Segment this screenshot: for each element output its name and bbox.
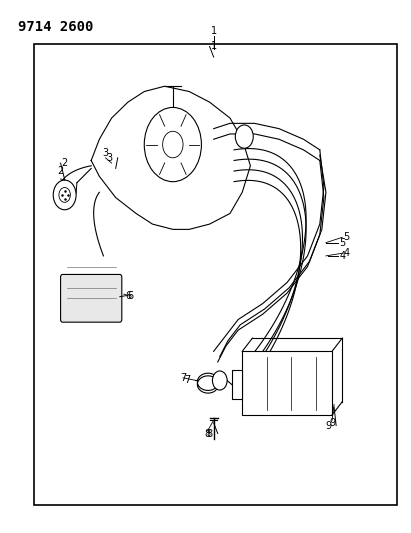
Circle shape	[212, 371, 227, 390]
Bar	[232, 370, 242, 399]
Text: 3: 3	[102, 148, 109, 158]
Text: 9714 2600: 9714 2600	[18, 20, 93, 34]
Circle shape	[144, 108, 201, 182]
Text: 7: 7	[184, 375, 190, 385]
Text: 4: 4	[339, 251, 345, 261]
Text: 8: 8	[206, 429, 212, 439]
Text: 9: 9	[329, 418, 335, 428]
Text: 8: 8	[205, 429, 210, 439]
Text: 6: 6	[125, 290, 131, 301]
Polygon shape	[91, 86, 250, 229]
Text: 5: 5	[339, 238, 345, 248]
Text: 1: 1	[210, 26, 217, 36]
Text: 1: 1	[210, 42, 217, 52]
Circle shape	[59, 188, 70, 203]
Bar	[34, 44, 397, 505]
Text: 3: 3	[106, 153, 113, 163]
Circle shape	[236, 125, 253, 148]
FancyBboxPatch shape	[60, 274, 122, 322]
Text: 7: 7	[180, 373, 186, 383]
Text: 5: 5	[343, 232, 349, 243]
Text: 4: 4	[343, 248, 349, 259]
Bar	[242, 351, 332, 415]
Text: 2: 2	[62, 158, 68, 168]
Circle shape	[163, 131, 183, 158]
Text: 2: 2	[58, 166, 64, 176]
Circle shape	[53, 180, 76, 210]
Text: 9: 9	[325, 421, 331, 431]
Text: 6: 6	[127, 290, 133, 301]
